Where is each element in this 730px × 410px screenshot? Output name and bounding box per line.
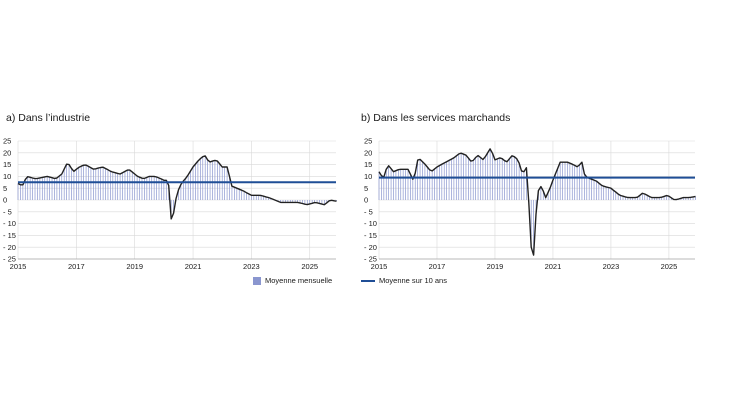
x-tick-label: 2021 (185, 262, 202, 271)
legend-bars-swatch (253, 276, 261, 285)
y-tick-label: 10 (364, 172, 372, 181)
y-tick-label: - 5 (3, 207, 12, 216)
y-tick-label: - 25 (364, 255, 377, 264)
y-tick-label: 0 (3, 196, 7, 205)
y-tick-label: - 20 (364, 243, 377, 252)
monthly-line (17, 155, 337, 220)
legend-bars-label: Moyenne mensuelle (265, 276, 333, 285)
y-tick-label: - 15 (364, 231, 377, 240)
y-tick-label: 5 (364, 184, 368, 193)
x-tick-label: 2019 (487, 262, 504, 271)
legend-average-label: Moyenne sur 10 ans (379, 276, 447, 285)
y-tick-label: - 5 (364, 207, 373, 216)
y-tick-label: - 15 (3, 231, 16, 240)
y-tick-label: - 25 (3, 255, 16, 264)
x-tick-label: 2015 (10, 262, 27, 271)
x-tick-label: 2023 (603, 262, 620, 271)
x-tick-label: 2023 (243, 262, 260, 271)
x-tick-label: 2019 (126, 262, 143, 271)
x-tick-label: 2025 (301, 262, 318, 271)
y-tick-label: - 10 (3, 219, 16, 228)
y-tick-label: - 10 (364, 219, 377, 228)
monthly-line (378, 148, 696, 256)
legend-monthly-average: Moyenne mensuelle (253, 276, 332, 285)
legend-ten-year-average: Moyenne sur 10 ans (361, 276, 447, 285)
chart-b-title: b) Dans les services marchands (361, 112, 511, 124)
y-tick-label: 0 (364, 196, 368, 205)
x-tick-label: 2017 (429, 262, 446, 271)
x-tick-label: 2015 (371, 262, 388, 271)
y-tick-label: - 20 (3, 243, 16, 252)
y-tick-label: 15 (3, 160, 11, 169)
x-tick-label: 2021 (545, 262, 562, 271)
x-tick-label: 2017 (68, 262, 85, 271)
x-tick-label: 2025 (661, 262, 678, 271)
chart-a-title: a) Dans l’industrie (6, 112, 91, 124)
legend-average-swatch (361, 279, 375, 282)
y-tick-label: 25 (3, 137, 11, 146)
y-tick-label: 10 (3, 172, 11, 181)
y-tick-label: 15 (364, 160, 372, 169)
y-tick-label: 20 (3, 148, 11, 157)
y-tick-label: 5 (3, 184, 7, 193)
y-tick-label: 20 (364, 148, 372, 157)
y-tick-label: 25 (364, 137, 372, 146)
